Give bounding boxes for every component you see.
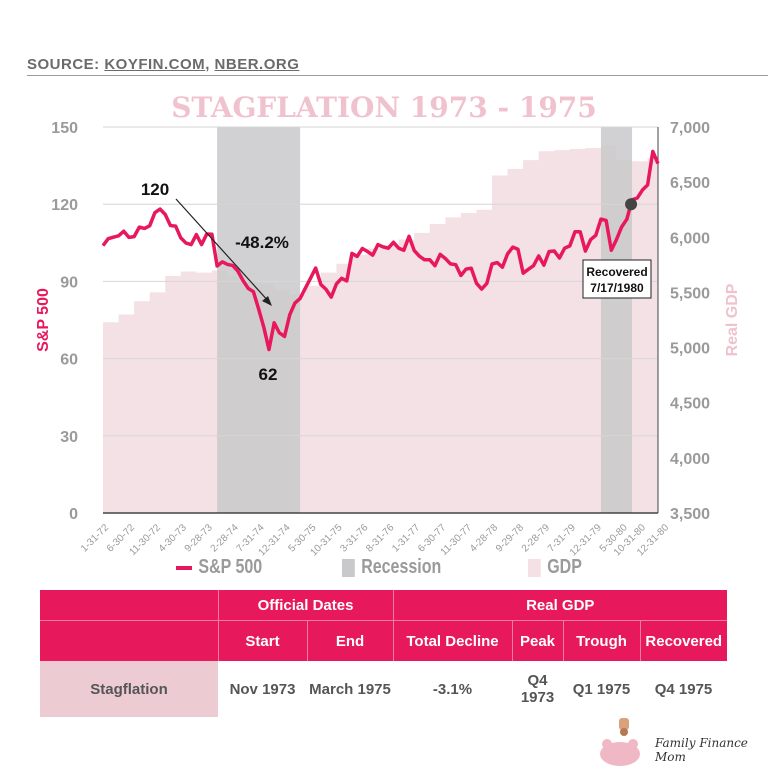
source-link-nber[interactable]: NBER.ORG [214,56,300,73]
legend: S&P 500 Recession GDP [0,556,768,582]
legend-line-swatch [176,565,192,570]
source-note: SOURCE: KOYFIN.COM, NBER.ORG [27,56,300,73]
column-header: Peak [511,620,563,661]
row-label: Stagflation [40,661,218,717]
y2-tick-label: 6,000 [670,230,710,247]
chart: STAGFLATION 1973 - 1975 0 30 60 90 120 150 3,50… [35,91,741,558]
column-header: Total Decline [392,620,512,661]
column-header: Recovered [639,620,727,661]
recession-band [600,127,633,513]
y2-tick-label: 5,000 [670,341,710,358]
y2-tick-label: 6,500 [670,175,710,192]
peak-label: 120 [141,180,169,199]
table-cell: Q1 1975 [572,680,631,698]
y2-axis-label: Real GDP [724,283,741,356]
group-header: Official Dates [217,590,393,621]
y2-tick-label: 7,000 [670,120,710,137]
table-cell: Q4 1973 [520,672,555,706]
table-cell: Q4 1975 [654,680,713,698]
table-header-row: Start End Total Decline Peak Trough Reco… [40,620,727,661]
recovered-box [582,259,652,299]
legend-sp500: S&P 500 [176,556,262,579]
chart-title: STAGFLATION 1973 - 1975 [171,91,597,124]
y2-tick-label: 4,000 [670,451,710,468]
y2-tick-label: 4,500 [670,396,710,413]
y-tick-label: 90 [60,274,78,291]
y-tick-label: 120 [51,197,78,214]
y-axis-label: S&P 500 [35,288,52,352]
decline-label: -48.2% [235,233,289,252]
trough-label: 62 [259,365,278,384]
divider [27,75,768,76]
arrow-head-icon [262,296,272,306]
recession-band [217,127,301,513]
sp500-line [101,149,660,352]
column-header: Trough [562,620,640,661]
piggy-bank-icon [600,718,640,766]
y2-tick-label: 5,500 [670,285,710,302]
table-cell: Nov 1973 [229,680,296,698]
legend-gdp: GDP [528,556,582,579]
legend-box-swatch [528,558,541,577]
legend-recession: Recession [342,556,441,579]
y-tick-label: 150 [51,120,78,137]
decline-arrow [175,198,271,304]
logo: Family Finance Mom [595,718,765,766]
group-header: Real GDP [392,590,727,621]
table-row: Stagflation Nov 1973 March 1975 -3.1% Q4… [40,661,727,717]
recovered-date: 7/17/1980 [590,281,644,295]
column-header: End [306,620,393,661]
y-tick-label: 0 [69,506,78,523]
table-group-header-row: Official Dates Real GDP [40,590,727,621]
y2-tick-label: 3,500 [670,506,710,523]
source-link-koyfin[interactable]: KOYFIN.COM [104,56,206,73]
y-tick-label: 30 [60,429,78,446]
table-cell: March 1975 [309,680,391,698]
recovered-marker [625,198,638,211]
column-header: Start [217,620,307,661]
recession-table: Official Dates Real GDP Start End Total … [40,590,727,717]
gdp-area [103,145,658,513]
y-tick-label: 60 [60,352,78,369]
table-cell: -3.1% [432,680,473,698]
legend-box-swatch [342,558,355,577]
recovered-label: Recovered [586,265,647,279]
